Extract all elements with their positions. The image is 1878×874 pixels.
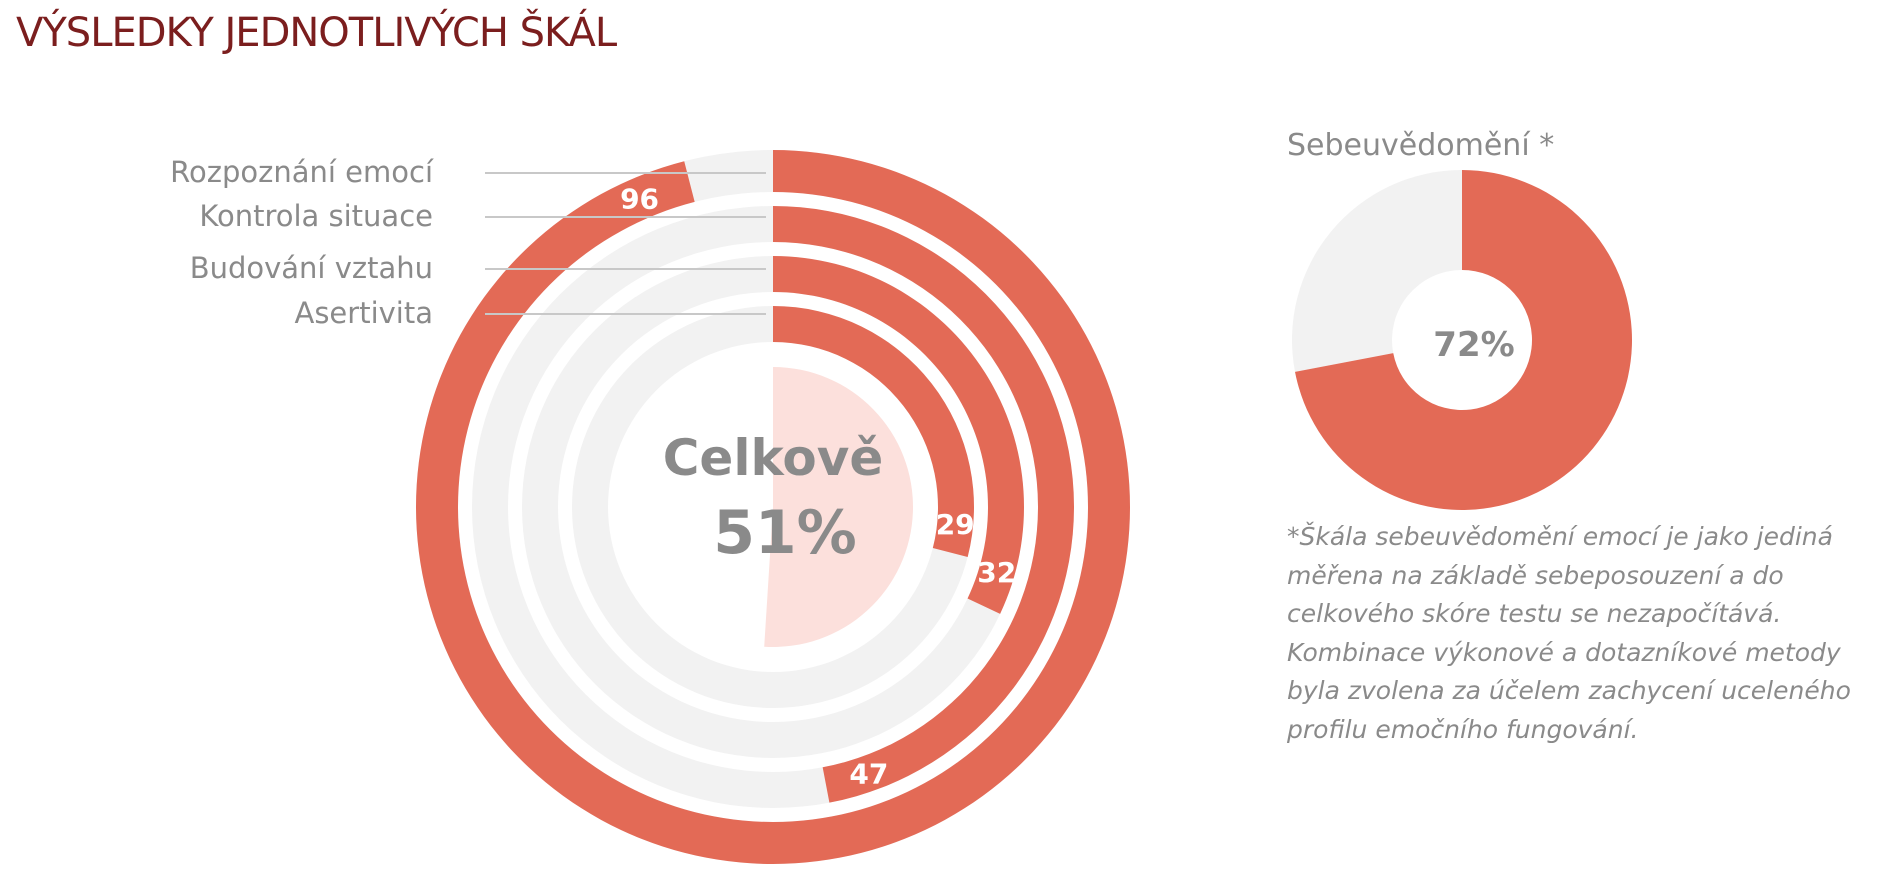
- ring-1-label: Rozpoznání emocí: [170, 155, 434, 189]
- ring-4-label: Asertivita: [294, 296, 433, 330]
- donut-chart: 72%: [1292, 170, 1632, 511]
- ring-3-bar: [773, 256, 1024, 614]
- donut-value-arc: [1295, 170, 1632, 511]
- center-score-wedge: [764, 367, 913, 647]
- ring-3-label: Budování vztahu: [190, 251, 433, 285]
- ring-2-bar: [773, 206, 1074, 803]
- ring-4-value-label: 29: [936, 508, 975, 541]
- ring-2-value-label: 47: [849, 757, 888, 790]
- ring-1-value-label: 96: [620, 183, 659, 216]
- donut-remainder: [1292, 170, 1462, 372]
- ring-3-value-label: 32: [977, 556, 1016, 589]
- center-value: 51%: [713, 498, 857, 568]
- radial-bar-chart: Rozpoznání emocí Kontrola situace Budování…: [170, 150, 1130, 865]
- ring-4-bar: [773, 306, 974, 557]
- donut-value-label: 72%: [1433, 325, 1514, 365]
- footnote: *Škála sebeuvědomění emocí je jako jedin…: [1287, 522, 1851, 744]
- page-title: VÝSLEDKY JEDNOTLIVÝCH ŠKÁL: [16, 10, 617, 56]
- center-title: Celkově: [663, 429, 884, 487]
- donut-title: Sebeuvědomění *: [1287, 128, 1555, 163]
- ring-2-label: Kontrola situace: [199, 199, 433, 233]
